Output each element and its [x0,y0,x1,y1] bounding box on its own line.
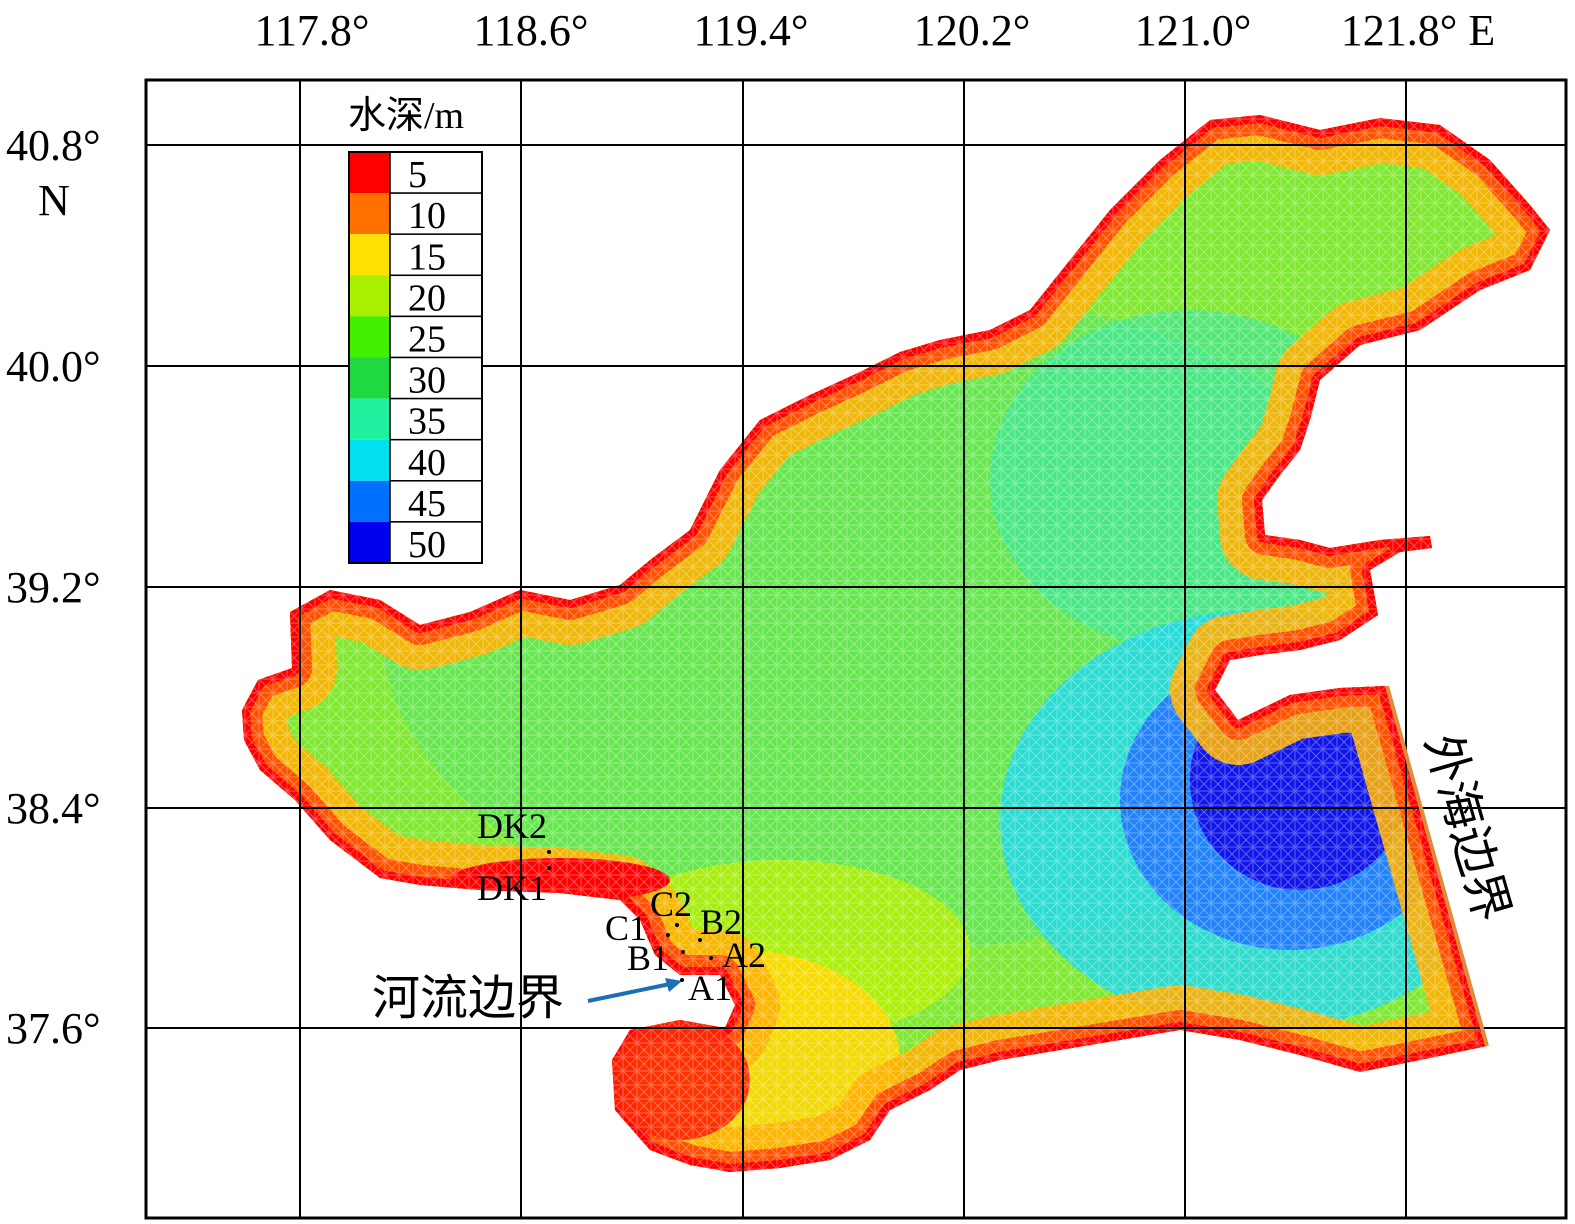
lon-tick-label: 119.4° [694,6,809,55]
legend-border [348,151,483,564]
station-point [547,850,551,854]
legend-swatch [349,316,390,358]
lat-tick-label: 37.6° [6,1004,101,1053]
legend-value: 50 [408,524,446,566]
station-point [698,938,702,942]
station-label-a2: A2 [722,935,766,975]
station-point [681,950,685,954]
legend-value: 15 [408,236,446,278]
legend-swatch [349,193,390,235]
legend-value: 25 [408,319,446,361]
lat-unit-label: N [38,176,70,225]
station-label-dk2: DK2 [477,806,547,846]
lat-tick-label: 40.8° [6,121,101,170]
legend-value-cell [389,315,483,359]
station-point [680,978,684,982]
legend-value-cell [389,192,483,235]
legend-value-cell [389,480,483,523]
legend-value: 40 [408,442,446,484]
legend-swatch [349,480,390,522]
legend-value: 35 [408,401,446,443]
station-label-dk1: DK1 [477,868,547,908]
station-point [675,923,679,927]
lat-tick-label: 40.0° [6,342,101,391]
station-label-c2: C2 [650,884,692,924]
lat-tick-label: 39.2° [6,563,101,612]
legend-value: 45 [408,483,446,525]
legend-value-cell [389,151,483,194]
river-boundary-label: 河流边界 [372,970,564,1026]
legend-title: 水深/m [348,95,464,137]
legend-swatch [349,439,390,481]
lon-tick-label: 120.2° [914,6,1031,55]
station-point [709,956,713,960]
legend-value-cell [389,233,483,277]
open-sea-boundary-line [1385,685,1489,1047]
legend-value: 30 [408,360,446,402]
station-label-b1: B1 [627,938,669,978]
legend-value: 10 [408,195,446,237]
station-label-b2: B2 [700,902,742,942]
legend-value-cell [389,397,483,441]
legend-swatch [349,275,390,317]
lat-tick-label: 38.4° [6,784,101,833]
river-boundary-arrow [587,982,671,1003]
longitude-labels: 117.8° 118.6° 119.4° 120.2° 121.0° 121.8… [255,6,1496,55]
station-point [547,866,551,870]
lon-tick-label: 118.6° [474,6,589,55]
station-label-c1: C1 [605,908,647,948]
lon-tick-label: 121.0° [1135,6,1252,55]
legend-swatch [349,152,390,194]
station-point [666,933,670,937]
station-markers: DK2 DK1 C2 C1 B2 B1 A2 A1 [477,806,766,1008]
legend-value: 5 [408,154,427,196]
latitude-labels: 40.8° N 40.0° 39.2° 38.4° 37.6° [6,121,101,1053]
legend-value-cell [389,521,483,564]
legend-swatch [349,357,390,399]
legend-swatch [349,234,390,276]
graticule [146,80,1566,1218]
lon-tick-label: 117.8° [255,6,370,55]
legend-value: 20 [408,277,446,319]
legend-swatch [349,398,390,440]
station-label-a1: A1 [688,968,732,1008]
arrow-head-icon [665,978,682,992]
lon-tick-label: 121.8° E [1341,6,1495,55]
legend-swatch [349,521,390,563]
